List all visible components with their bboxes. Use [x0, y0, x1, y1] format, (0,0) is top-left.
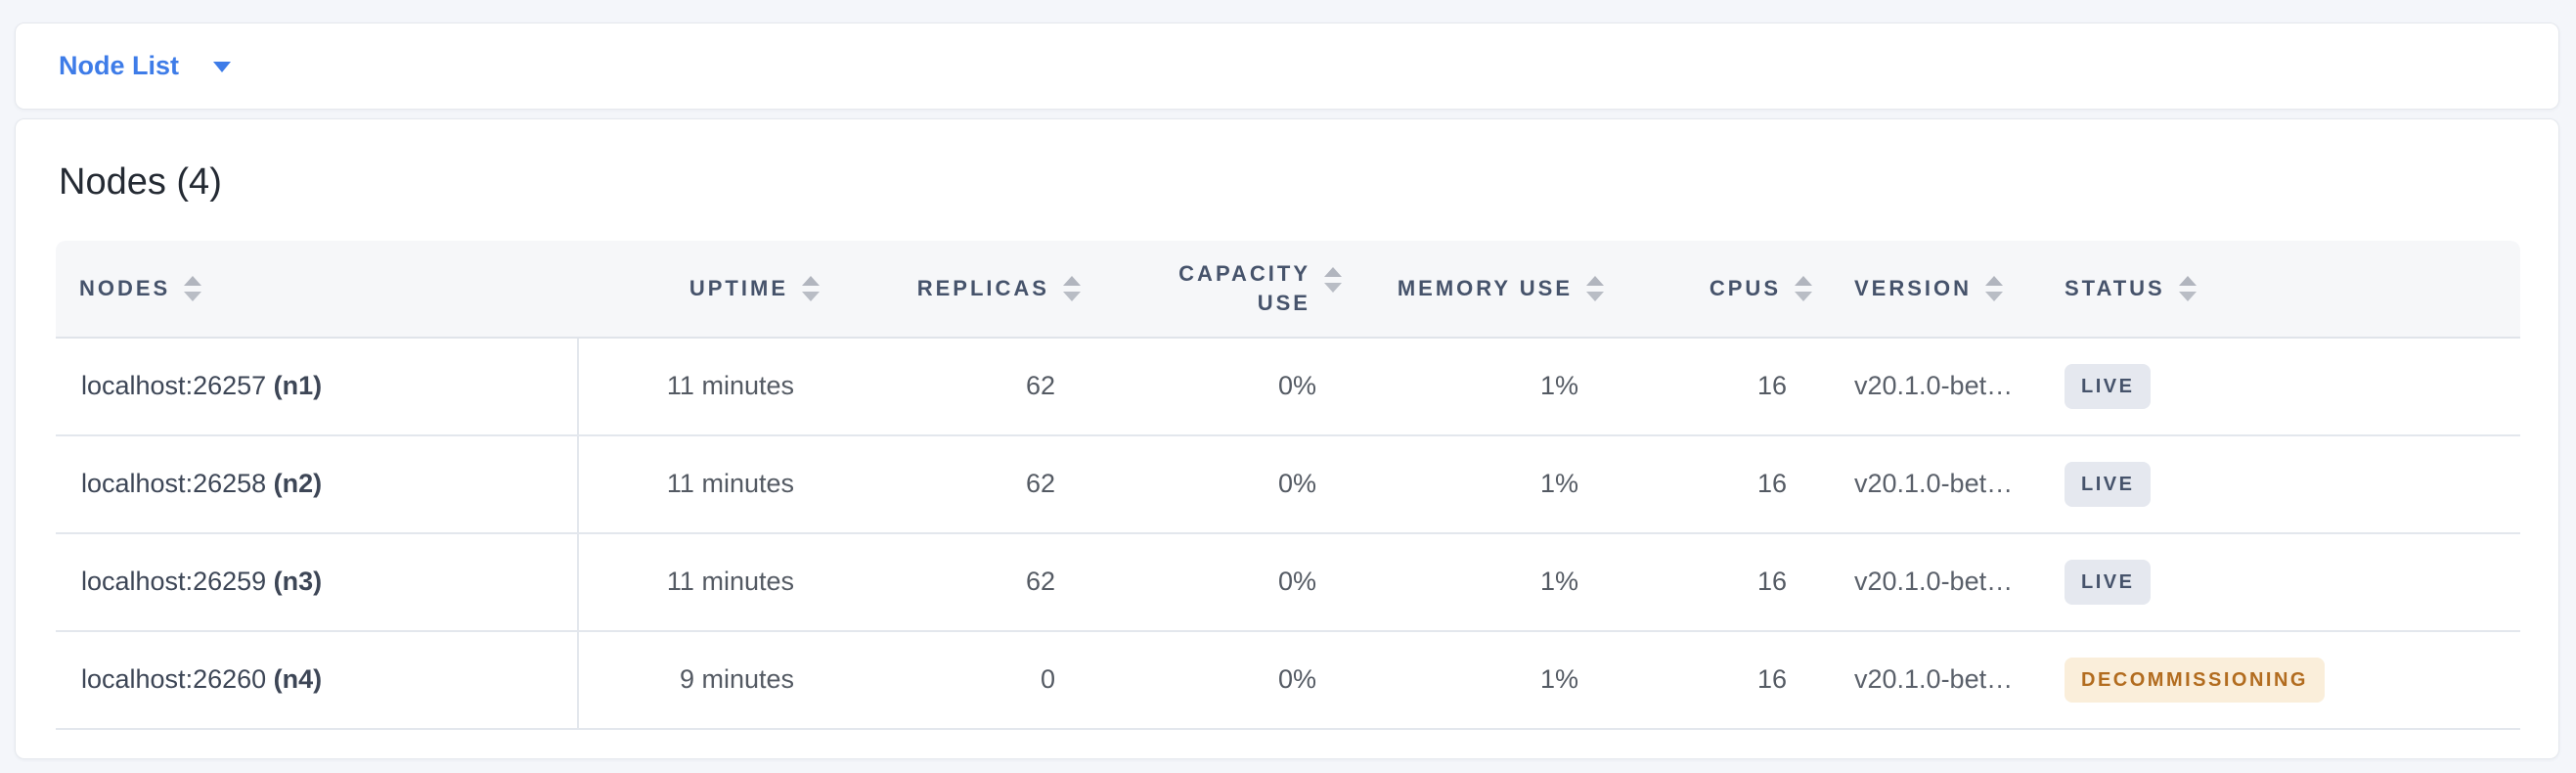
view-dropdown[interactable]: Node List: [59, 53, 232, 79]
status-cell: LIVE: [2030, 338, 2520, 436]
replicas-cell: 62: [827, 338, 1088, 436]
column-header-replicas[interactable]: REPLICAS: [827, 240, 1088, 339]
sort-icon: [184, 275, 202, 301]
table-body: localhost:26257 (n1) 11 minutes 62 0% 1%…: [56, 338, 2520, 730]
node-address-cell: localhost:26257 (n1): [56, 338, 579, 436]
version-cell: v20.1.0-bet…: [1820, 435, 2030, 534]
chevron-down-icon: [213, 61, 232, 72]
view-dropdown-card: Node List: [15, 23, 2559, 110]
column-header-label: STATUS: [2065, 275, 2165, 300]
sort-icon: [1063, 275, 1081, 301]
column-header-label: CPUS: [1709, 275, 1781, 300]
replicas-cell: 0: [827, 631, 1088, 730]
table-row[interactable]: localhost:26260 (n4) 9 minutes 0 0% 1% 1…: [56, 631, 2520, 730]
status-cell: DECOMMISSIONING: [2030, 631, 2520, 730]
uptime-cell: 11 minutes: [579, 533, 827, 632]
table-header-row: NODES UPTIME REPLICAS CAPACITY USE: [56, 240, 2520, 339]
table-row[interactable]: localhost:26257 (n1) 11 minutes 62 0% 1%…: [56, 338, 2520, 436]
column-header-label: NODES: [79, 275, 171, 300]
column-header-label: REPLICAS: [916, 275, 1049, 300]
memory-use-cell: 1%: [1350, 435, 1612, 534]
capacity-use-cell: 0%: [1088, 435, 1350, 534]
column-header-version[interactable]: VERSION: [1820, 240, 2030, 339]
node-address-cell: localhost:26259 (n3): [56, 533, 579, 632]
node-id: (n3): [273, 567, 323, 597]
status-badge: LIVE: [2065, 559, 2152, 605]
column-header-nodes[interactable]: NODES: [56, 240, 579, 339]
cpus-cell: 16: [1612, 435, 1820, 534]
uptime-cell: 9 minutes: [579, 631, 827, 730]
column-header-cpus[interactable]: CPUS: [1612, 240, 1820, 339]
version-cell: v20.1.0-bet…: [1820, 338, 2030, 436]
column-header-uptime[interactable]: UPTIME: [579, 240, 827, 339]
capacity-use-cell: 0%: [1088, 338, 1350, 436]
sort-icon: [1795, 275, 1812, 301]
replicas-cell: 62: [827, 533, 1088, 632]
column-header-memory_use[interactable]: MEMORY USE: [1350, 240, 1612, 339]
node-address: localhost:26257: [81, 371, 267, 401]
status-badge: LIVE: [2065, 363, 2152, 409]
status-badge: LIVE: [2065, 461, 2152, 507]
sort-icon: [802, 275, 820, 301]
sort-icon: [1985, 275, 2004, 301]
column-header-label: VERSION: [1854, 275, 1973, 300]
node-address-cell: localhost:26258 (n2): [56, 435, 579, 534]
sort-icon: [1586, 275, 1604, 301]
column-header-capacity_use[interactable]: CAPACITY USE: [1088, 240, 1350, 339]
cpus-cell: 16: [1612, 631, 1820, 730]
sort-icon: [2178, 275, 2197, 301]
nodes-card: Nodes (4) NODES UPTIME REPLICAS: [15, 118, 2559, 759]
memory-use-cell: 1%: [1350, 533, 1612, 632]
table-row[interactable]: localhost:26259 (n3) 11 minutes 62 0% 1%…: [56, 533, 2520, 632]
node-id: (n1): [273, 371, 323, 401]
capacity-use-cell: 0%: [1088, 631, 1350, 730]
cpus-cell: 16: [1612, 338, 1820, 436]
node-address: localhost:26258: [81, 469, 267, 499]
replicas-cell: 62: [827, 435, 1088, 534]
node-id: (n4): [273, 664, 323, 695]
sort-icon: [1324, 266, 1342, 293]
version-cell: v20.1.0-bet…: [1820, 533, 2030, 632]
uptime-cell: 11 minutes: [579, 338, 827, 436]
view-dropdown-label: Node List: [59, 51, 180, 80]
nodes-heading: Nodes (4): [59, 161, 222, 203]
column-header-label: CAPACITY USE: [1178, 260, 1310, 315]
uptime-cell: 11 minutes: [579, 435, 827, 534]
status-cell: LIVE: [2030, 435, 2520, 534]
column-header-label: UPTIME: [688, 275, 788, 300]
capacity-use-cell: 0%: [1088, 533, 1350, 632]
node-id: (n2): [273, 469, 323, 499]
memory-use-cell: 1%: [1350, 631, 1612, 730]
status-cell: LIVE: [2030, 533, 2520, 632]
column-header-label: MEMORY USE: [1397, 275, 1573, 300]
memory-use-cell: 1%: [1350, 338, 1612, 436]
nodes-table: NODES UPTIME REPLICAS CAPACITY USE: [56, 240, 2520, 730]
table-row[interactable]: localhost:26258 (n2) 11 minutes 62 0% 1%…: [56, 435, 2520, 534]
node-address: localhost:26259: [81, 567, 267, 597]
node-address: localhost:26260: [81, 664, 267, 695]
column-header-status[interactable]: STATUS: [2030, 240, 2520, 339]
node-address-cell: localhost:26260 (n4): [56, 631, 579, 730]
status-badge: DECOMMISSIONING: [2065, 657, 2325, 703]
version-cell: v20.1.0-bet…: [1820, 631, 2030, 730]
cpus-cell: 16: [1612, 533, 1820, 632]
